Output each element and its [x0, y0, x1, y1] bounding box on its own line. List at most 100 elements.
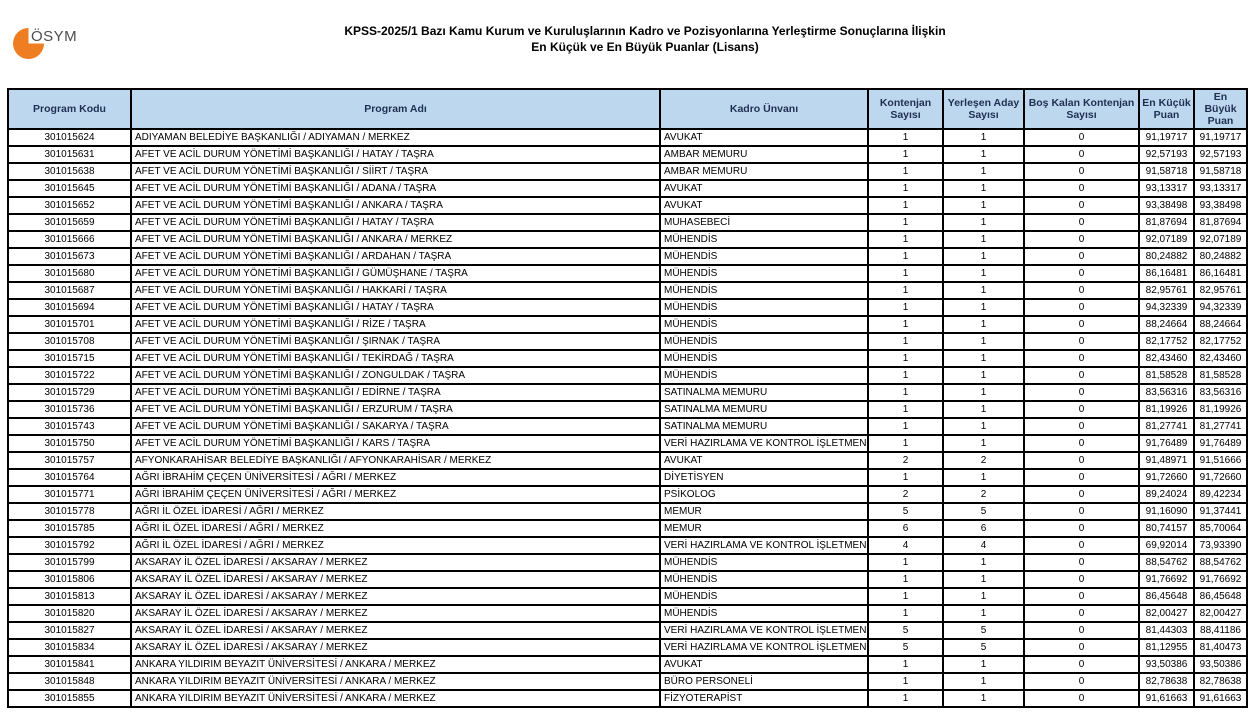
column-header-yerlesen-aday-sayisi: Yerleşen Aday Sayısı — [942, 88, 1025, 130]
cell-program-kodu: 301015757 — [7, 451, 132, 470]
cell-kadro-unvani: DİYETİSYEN — [659, 468, 869, 487]
cell-kontenjan-sayisi: 5 — [867, 621, 944, 640]
cell-yerlesen-aday-sayisi: 1 — [942, 587, 1025, 606]
cell-kontenjan-sayisi: 1 — [867, 417, 944, 436]
cell-yerlesen-aday-sayisi: 6 — [942, 519, 1025, 538]
cell-kontenjan-sayisi: 1 — [867, 179, 944, 198]
table-row: 301015722 AFET VE ACİL DURUM YÖNETİMİ BAŞ… — [7, 366, 1248, 385]
cell-kadro-unvani: VERİ HAZIRLAMA VE KONTROL İŞLETMENİ — [659, 621, 869, 640]
table-row: 301015764 AĞRI İBRAHİM ÇEÇEN ÜNİVERSİTESİ… — [7, 468, 1248, 487]
column-header-bos-kalan-kontenjan-sayisi: Boş Kalan Kontenjan Sayısı — [1023, 88, 1140, 130]
cell-kadro-unvani: SATINALMA MEMURU — [659, 417, 869, 436]
cell-program-adi: AFET VE ACİL DURUM YÖNETİMİ BAŞKANLIĞI /… — [130, 383, 661, 402]
cell-en-buyuk-puan: 91,58718 — [1193, 162, 1248, 181]
cell-yerlesen-aday-sayisi: 1 — [942, 604, 1025, 623]
cell-program-adi: AĞRI İL ÖZEL İDARESİ / AĞRI / MERKEZ — [130, 502, 661, 521]
cell-kontenjan-sayisi: 1 — [867, 281, 944, 300]
table-row: 301015806 AKSARAY İL ÖZEL İDARESİ / AKSAR… — [7, 570, 1248, 589]
cell-bos-kalan-kontenjan-sayisi: 0 — [1023, 468, 1140, 487]
cell-kontenjan-sayisi: 1 — [867, 383, 944, 402]
cell-kadro-unvani: AVUKAT — [659, 196, 869, 215]
cell-kontenjan-sayisi: 2 — [867, 485, 944, 504]
cell-kadro-unvani: MÜHENDİS — [659, 604, 869, 623]
cell-program-adi: AFET VE ACİL DURUM YÖNETİMİ BAŞKANLIĞI /… — [130, 366, 661, 385]
title-line-2: En Küçük ve En Büyük Puanlar (Lisans) — [531, 40, 759, 54]
cell-kadro-unvani: AVUKAT — [659, 655, 869, 674]
cell-kadro-unvani: MÜHENDİS — [659, 349, 869, 368]
cell-yerlesen-aday-sayisi: 1 — [942, 332, 1025, 351]
cell-program-kodu: 301015743 — [7, 417, 132, 436]
cell-yerlesen-aday-sayisi: 5 — [942, 621, 1025, 640]
cell-program-adi: AFET VE ACİL DURUM YÖNETİMİ BAŞKANLIĞI /… — [130, 332, 661, 351]
cell-program-kodu: 301015848 — [7, 672, 132, 691]
table-row: 301015638 AFET VE ACİL DURUM YÖNETİMİ BAŞ… — [7, 162, 1248, 181]
cell-program-adi: AFET VE ACİL DURUM YÖNETİMİ BAŞKANLIĞI /… — [130, 162, 661, 181]
column-header-program-kodu: Program Kodu — [7, 88, 132, 130]
cell-yerlesen-aday-sayisi: 1 — [942, 281, 1025, 300]
cell-program-adi: AKSARAY İL ÖZEL İDARESİ / AKSARAY / MERK… — [130, 604, 661, 623]
cell-kontenjan-sayisi: 2 — [867, 451, 944, 470]
cell-program-adi: AFET VE ACİL DURUM YÖNETİMİ BAŞKANLIĞI /… — [130, 434, 661, 453]
cell-yerlesen-aday-sayisi: 2 — [942, 451, 1025, 470]
cell-kadro-unvani: FİZYOTERAPİST — [659, 689, 869, 708]
cell-program-kodu: 301015624 — [7, 128, 132, 147]
cell-en-buyuk-puan: 82,00427 — [1193, 604, 1248, 623]
cell-program-kodu: 301015659 — [7, 213, 132, 232]
cell-kontenjan-sayisi: 1 — [867, 604, 944, 623]
cell-kadro-unvani: MÜHENDİS — [659, 230, 869, 249]
cell-bos-kalan-kontenjan-sayisi: 0 — [1023, 128, 1140, 147]
cell-yerlesen-aday-sayisi: 1 — [942, 315, 1025, 334]
cell-en-kucuk-puan: 80,74157 — [1138, 519, 1195, 538]
table-row: 301015792 AĞRI İL ÖZEL İDARESİ / AĞRI / M… — [7, 536, 1248, 555]
cell-bos-kalan-kontenjan-sayisi: 0 — [1023, 400, 1140, 419]
cell-en-kucuk-puan: 69,92014 — [1138, 536, 1195, 555]
cell-en-kucuk-puan: 91,76692 — [1138, 570, 1195, 589]
cell-kontenjan-sayisi: 1 — [867, 468, 944, 487]
cell-program-kodu: 301015687 — [7, 281, 132, 300]
cell-en-buyuk-puan: 91,72660 — [1193, 468, 1248, 487]
cell-bos-kalan-kontenjan-sayisi: 0 — [1023, 366, 1140, 385]
cell-yerlesen-aday-sayisi: 1 — [942, 383, 1025, 402]
cell-kontenjan-sayisi: 1 — [867, 587, 944, 606]
table-row: 301015757 AFYONKARAHİSAR BELEDİYE BAŞKANL… — [7, 451, 1248, 470]
cell-kadro-unvani: MÜHENDİS — [659, 264, 869, 283]
cell-program-adi: AFET VE ACİL DURUM YÖNETİMİ BAŞKANLIĞI /… — [130, 145, 661, 164]
cell-en-kucuk-puan: 83,56316 — [1138, 383, 1195, 402]
cell-program-adi: AFET VE ACİL DURUM YÖNETİMİ BAŞKANLIĞI /… — [130, 281, 661, 300]
table-row: 301015645 AFET VE ACİL DURUM YÖNETİMİ BAŞ… — [7, 179, 1248, 198]
cell-en-buyuk-puan: 88,54762 — [1193, 553, 1248, 572]
cell-kadro-unvani: MÜHENDİS — [659, 332, 869, 351]
cell-program-adi: AFET VE ACİL DURUM YÖNETİMİ BAŞKANLIĞI /… — [130, 179, 661, 198]
cell-kadro-unvani: VERİ HAZIRLAMA VE KONTROL İŞLETMENİ — [659, 536, 869, 555]
cell-program-adi: AFET VE ACİL DURUM YÖNETİMİ BAŞKANLIĞI /… — [130, 264, 661, 283]
cell-bos-kalan-kontenjan-sayisi: 0 — [1023, 145, 1140, 164]
cell-kadro-unvani: MÜHENDİS — [659, 298, 869, 317]
cell-kontenjan-sayisi: 1 — [867, 128, 944, 147]
cell-kadro-unvani: BÜRO PERSONELİ — [659, 672, 869, 691]
cell-program-adi: AFYONKARAHİSAR BELEDİYE BAŞKANLIĞI / AFY… — [130, 451, 661, 470]
cell-en-buyuk-puan: 82,17752 — [1193, 332, 1248, 351]
cell-program-kodu: 301015680 — [7, 264, 132, 283]
cell-en-kucuk-puan: 81,27741 — [1138, 417, 1195, 436]
cell-bos-kalan-kontenjan-sayisi: 0 — [1023, 689, 1140, 708]
cell-en-kucuk-puan: 91,61663 — [1138, 689, 1195, 708]
cell-program-kodu: 301015813 — [7, 587, 132, 606]
cell-kadro-unvani: VERİ HAZIRLAMA VE KONTROL İŞLETMENİ — [659, 638, 869, 657]
cell-yerlesen-aday-sayisi: 1 — [942, 179, 1025, 198]
cell-kadro-unvani: AVUKAT — [659, 128, 869, 147]
cell-program-adi: AKSARAY İL ÖZEL İDARESİ / AKSARAY / MERK… — [130, 621, 661, 640]
cell-en-buyuk-puan: 82,78638 — [1193, 672, 1248, 691]
cell-kontenjan-sayisi: 1 — [867, 196, 944, 215]
cell-bos-kalan-kontenjan-sayisi: 0 — [1023, 519, 1140, 538]
cell-bos-kalan-kontenjan-sayisi: 0 — [1023, 502, 1140, 521]
table-row: 301015652 AFET VE ACİL DURUM YÖNETİMİ BAŞ… — [7, 196, 1248, 215]
cell-yerlesen-aday-sayisi: 1 — [942, 145, 1025, 164]
cell-yerlesen-aday-sayisi: 1 — [942, 689, 1025, 708]
cell-yerlesen-aday-sayisi: 4 — [942, 536, 1025, 555]
table-row: 301015848 ANKARA YILDIRIM BEYAZIT ÜNİVERS… — [7, 672, 1248, 691]
cell-program-adi: ANKARA YILDIRIM BEYAZIT ÜNİVERSİTESİ / A… — [130, 672, 661, 691]
cell-bos-kalan-kontenjan-sayisi: 0 — [1023, 485, 1140, 504]
cell-kontenjan-sayisi: 5 — [867, 638, 944, 657]
cell-program-kodu: 301015820 — [7, 604, 132, 623]
cell-kontenjan-sayisi: 1 — [867, 264, 944, 283]
